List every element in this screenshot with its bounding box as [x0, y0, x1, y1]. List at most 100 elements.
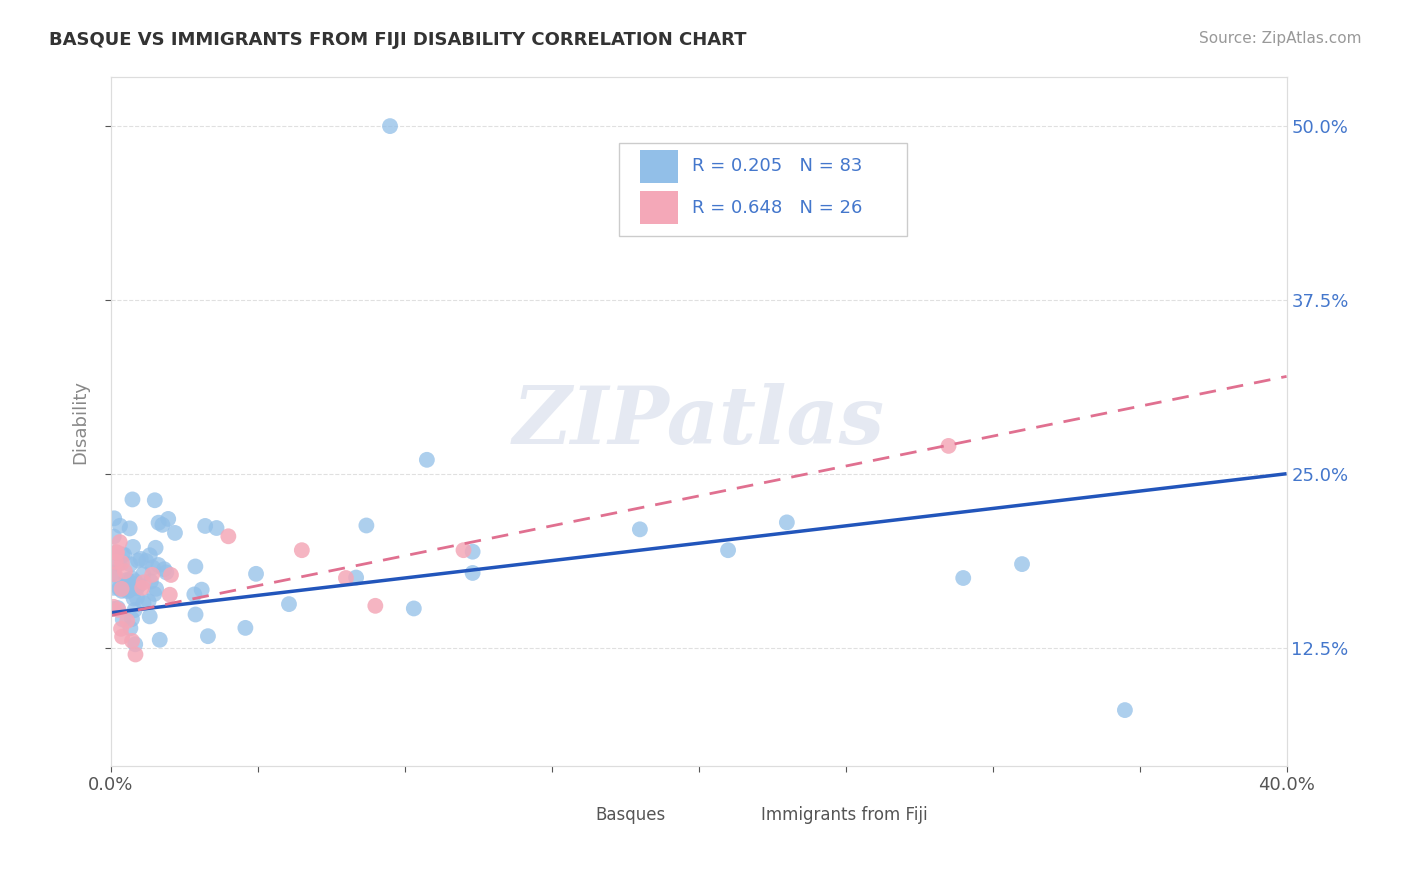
Point	[183, 587, 205, 601]
Text: ZIPatlas: ZIPatlas	[513, 383, 884, 460]
Point	[124, 603, 146, 617]
Point	[125, 578, 148, 592]
FancyBboxPatch shape	[640, 150, 678, 183]
Point	[141, 567, 163, 582]
Point	[145, 541, 167, 555]
Point	[124, 574, 146, 589]
Point	[143, 587, 166, 601]
Point	[107, 601, 129, 615]
Point	[148, 558, 170, 572]
Point	[111, 613, 134, 627]
Point	[103, 581, 125, 595]
Point	[184, 559, 207, 574]
Point	[108, 535, 131, 549]
Point	[122, 591, 145, 606]
Point	[148, 516, 170, 530]
Point	[159, 588, 181, 602]
Point	[115, 614, 138, 628]
Y-axis label: Disability: Disability	[72, 380, 89, 464]
Point	[139, 548, 162, 562]
Point	[111, 583, 134, 598]
Point	[952, 571, 974, 585]
Point	[121, 612, 143, 626]
Point	[111, 630, 134, 644]
Point	[104, 567, 127, 582]
Point	[108, 582, 131, 596]
Point	[139, 574, 162, 589]
Point	[142, 560, 165, 574]
Point	[112, 548, 135, 562]
Point	[132, 596, 155, 610]
Point	[108, 557, 131, 571]
Point	[245, 566, 267, 581]
Point	[278, 597, 301, 611]
FancyBboxPatch shape	[551, 802, 585, 828]
Point	[121, 571, 143, 585]
Point	[120, 575, 142, 590]
Point	[118, 582, 141, 597]
Point	[138, 609, 160, 624]
Point	[103, 602, 125, 616]
Text: Immigrants from Fiji: Immigrants from Fiji	[761, 805, 928, 823]
Point	[135, 554, 157, 568]
Point	[107, 603, 129, 617]
Text: Source: ZipAtlas.com: Source: ZipAtlas.com	[1198, 31, 1361, 46]
Point	[149, 632, 172, 647]
Point	[143, 493, 166, 508]
Point	[160, 568, 183, 582]
Point	[103, 511, 125, 525]
Point	[124, 648, 146, 662]
Text: R = 0.648   N = 26: R = 0.648 N = 26	[692, 199, 862, 217]
Point	[110, 622, 132, 636]
Point	[115, 574, 138, 588]
Point	[104, 545, 127, 559]
Point	[111, 548, 134, 562]
Point	[115, 573, 138, 587]
Point	[157, 512, 180, 526]
Point	[120, 558, 142, 572]
Point	[103, 566, 125, 580]
Point	[115, 578, 138, 592]
Point	[291, 543, 314, 558]
Point	[129, 552, 152, 566]
Text: BASQUE VS IMMIGRANTS FROM FIJI DISABILITY CORRELATION CHART: BASQUE VS IMMIGRANTS FROM FIJI DISABILIT…	[49, 31, 747, 49]
Point	[114, 564, 136, 578]
Point	[110, 582, 132, 596]
Point	[115, 582, 138, 596]
Point	[125, 581, 148, 595]
Point	[197, 629, 219, 643]
Point	[124, 637, 146, 651]
Point	[335, 571, 357, 585]
Point	[153, 562, 176, 576]
Point	[717, 543, 740, 558]
FancyBboxPatch shape	[619, 143, 907, 235]
Point	[628, 522, 651, 536]
Point	[125, 591, 148, 605]
Point	[416, 452, 439, 467]
Point	[155, 566, 177, 580]
Point	[103, 599, 125, 614]
Point	[145, 582, 167, 596]
Point	[1011, 557, 1033, 571]
Point	[938, 439, 960, 453]
Point	[128, 578, 150, 592]
Text: Basques: Basques	[595, 805, 665, 823]
Point	[111, 556, 134, 570]
Point	[108, 518, 131, 533]
Point	[217, 529, 239, 543]
Point	[121, 492, 143, 507]
Point	[402, 601, 425, 615]
Point	[356, 518, 378, 533]
Point	[131, 581, 153, 595]
Point	[453, 543, 475, 558]
Point	[235, 621, 257, 635]
Point	[152, 517, 174, 532]
Point	[163, 525, 186, 540]
Point	[121, 633, 143, 648]
Point	[194, 519, 217, 533]
Point	[132, 575, 155, 590]
Point	[132, 567, 155, 582]
Point	[190, 582, 212, 597]
Point	[103, 567, 125, 582]
Point	[127, 553, 149, 567]
